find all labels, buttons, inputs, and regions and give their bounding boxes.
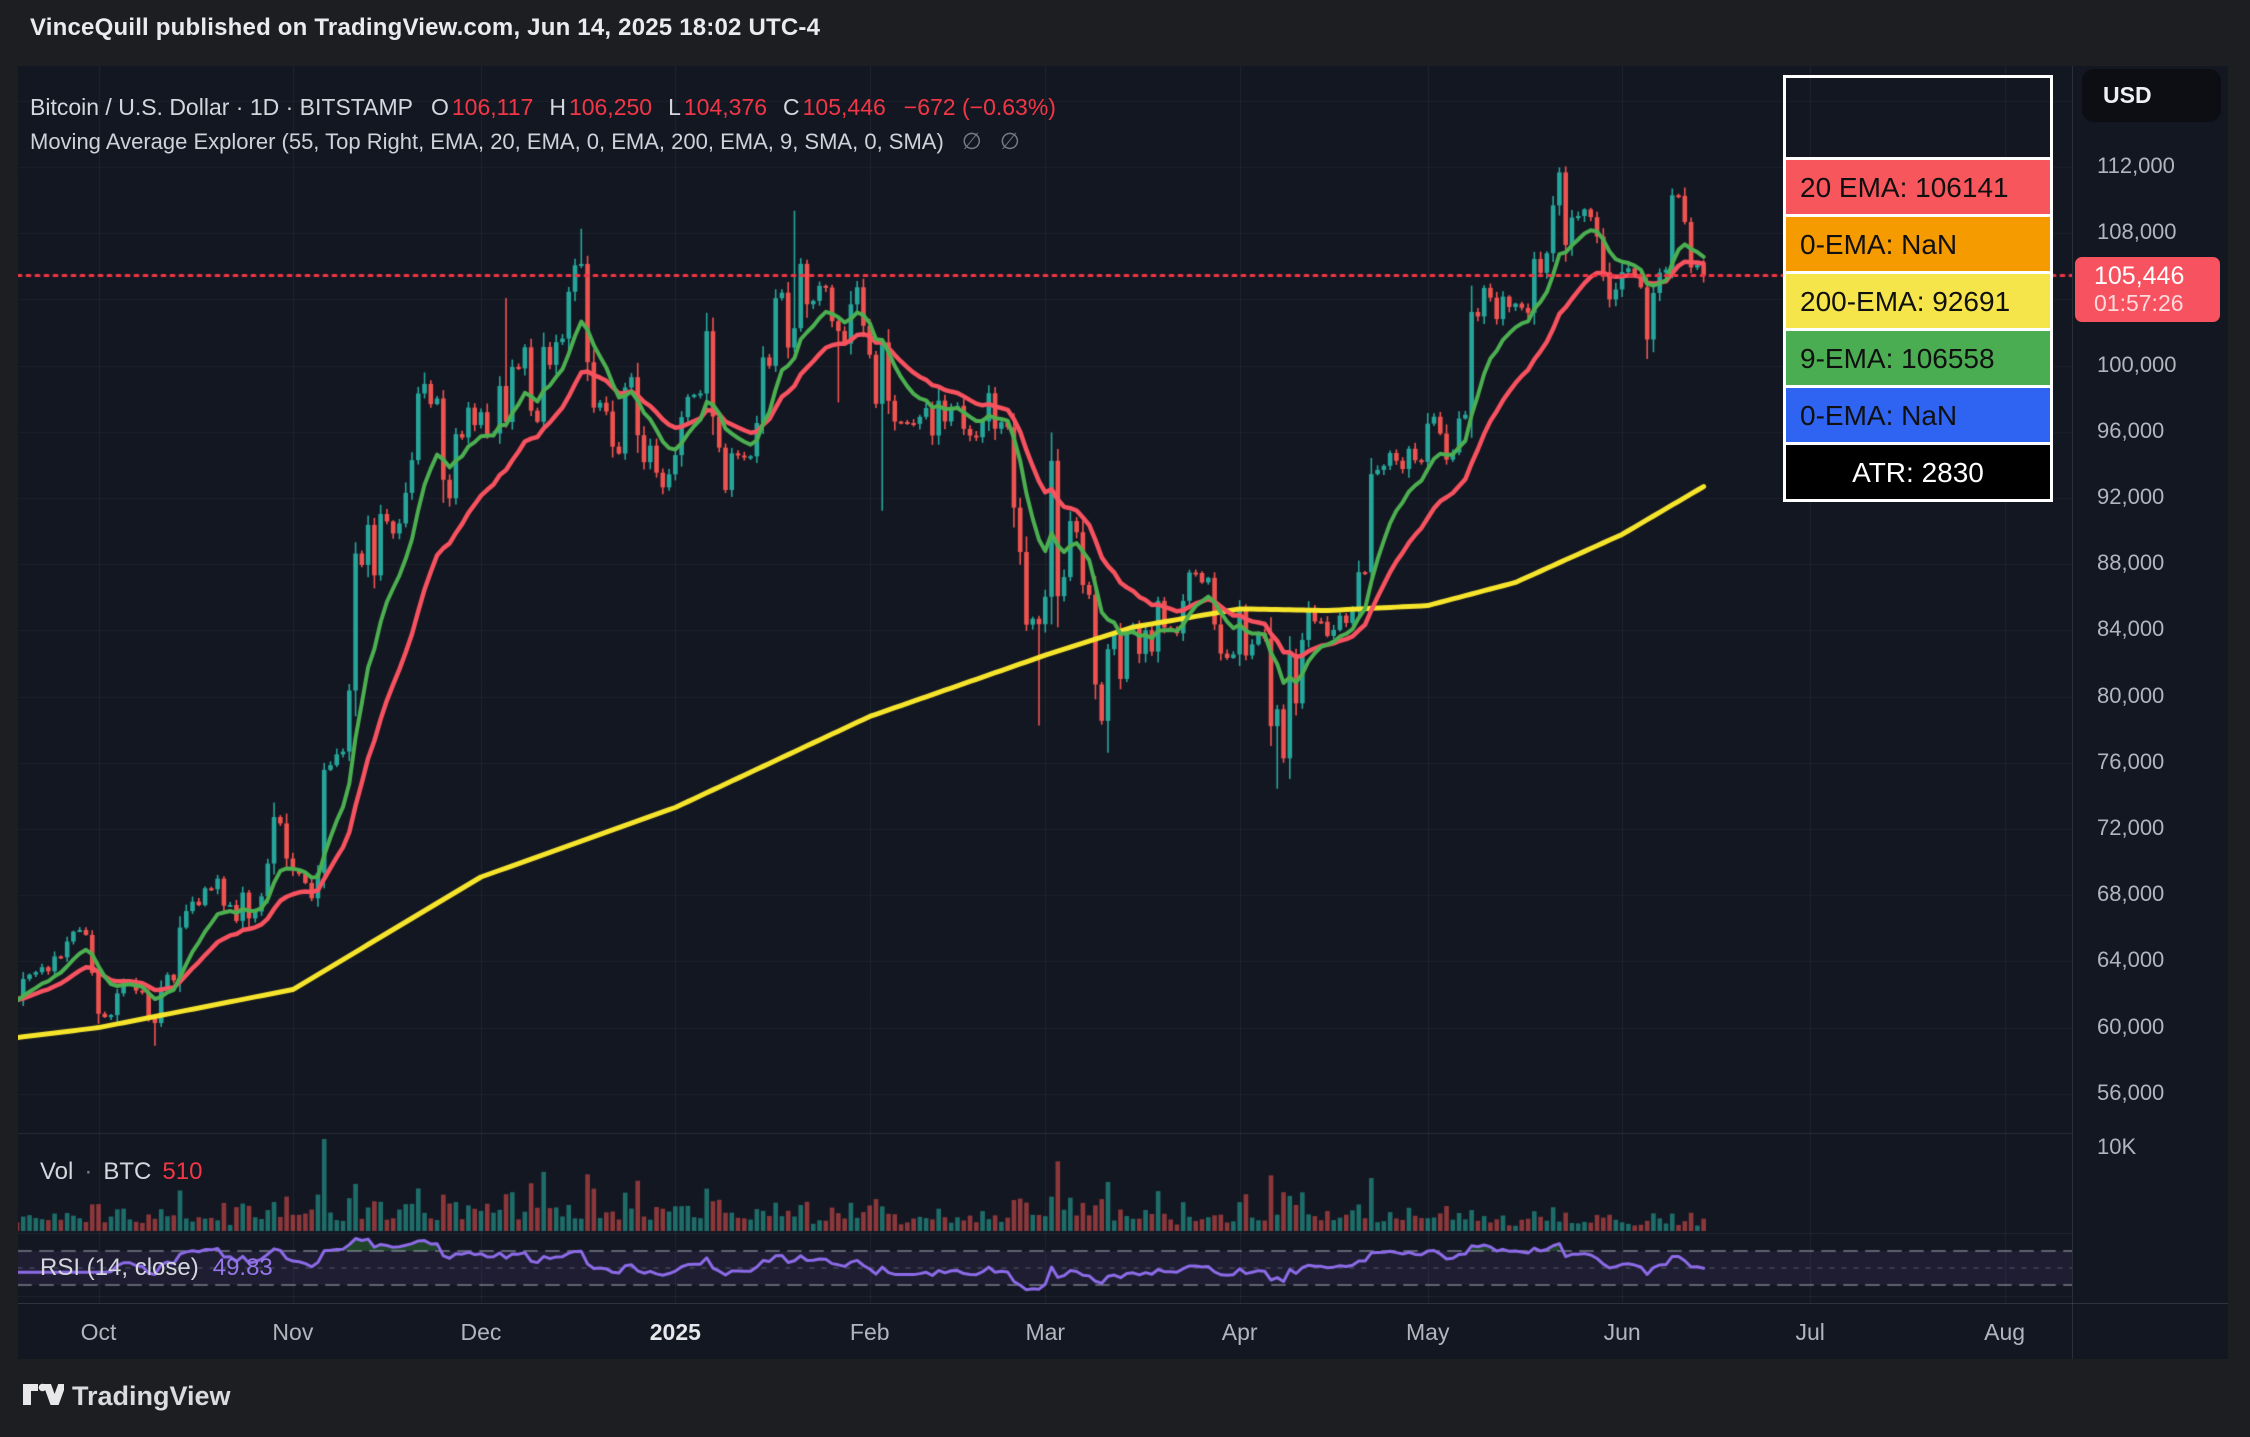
time-axis-label: Feb bbox=[849, 1319, 890, 1345]
dot-separator: · bbox=[84, 1158, 93, 1185]
price-tick: 108,000 bbox=[2097, 219, 2177, 245]
time-axis-label: 2025 bbox=[649, 1319, 701, 1345]
legend-row: 200-EMA: 92691 bbox=[1786, 271, 2050, 328]
time-axis-label: Oct bbox=[80, 1319, 117, 1345]
price-tick: 60,000 bbox=[2097, 1013, 2165, 1039]
time-axis-label: Nov bbox=[272, 1319, 314, 1345]
bar-countdown: 01:57:26 bbox=[2094, 290, 2184, 316]
change-value: −672 (−0.63%) bbox=[903, 94, 1056, 120]
price-tick: 100,000 bbox=[2097, 351, 2177, 377]
legend-empty-row bbox=[1786, 78, 2050, 157]
time-axis-label: Mar bbox=[1025, 1319, 1066, 1345]
legend-row: 20 EMA: 106141 bbox=[1786, 157, 2050, 214]
price-axis[interactable]: USD 105,446 01:57:26 112,000 108,000 100,0… bbox=[2072, 66, 2228, 1359]
time-axis-label: Aug bbox=[1984, 1319, 2026, 1345]
rsi-value: 49.83 bbox=[212, 1254, 273, 1281]
price-chart-canvas[interactable] bbox=[18, 66, 2072, 1303]
time-axis-label: Jun bbox=[1603, 1319, 1641, 1345]
price-tick: 92,000 bbox=[2097, 484, 2165, 509]
legend-row: 0-EMA: NaN bbox=[1786, 214, 2050, 271]
currency-toggle-button[interactable]: USD bbox=[2082, 69, 2221, 122]
symbol-title: Bitcoin / U.S. Dollar · 1D · BITSTAMP bbox=[30, 94, 413, 120]
ohlc-pair: H 106,250 bbox=[549, 94, 653, 120]
indicator-title: Moving Average Explorer (55, Top Right, … bbox=[30, 128, 944, 154]
header-bar: VinceQuill published on TradingView.com,… bbox=[0, 0, 2250, 66]
indicator-title-row: Moving Average Explorer (55, Top Right, … bbox=[30, 128, 1020, 155]
tradingview-logo-icon[interactable] bbox=[22, 1383, 64, 1409]
time-axis-label: May bbox=[1406, 1319, 1450, 1345]
volume-axis-tick: 10K bbox=[2097, 1134, 2137, 1159]
legend-row: 9-EMA: 106558 bbox=[1786, 328, 2050, 385]
price-tick: 112,000 bbox=[2097, 153, 2175, 178]
price-tick: 76,000 bbox=[2097, 748, 2165, 774]
rsi-pane-label: RSI (14, close) 49.83 bbox=[40, 1254, 273, 1282]
price-tick: 68,000 bbox=[2097, 881, 2165, 907]
last-price: 105,446 bbox=[2094, 262, 2185, 290]
time-axis[interactable]: Oct Nov Dec 2025 Feb Mar Apr May Jun Jul Aug bbox=[18, 1303, 2228, 1359]
volume-pane-label: Vol · BTC 510 bbox=[40, 1158, 202, 1186]
hidden-indicator-icon[interactable]: ∅ bbox=[961, 128, 982, 154]
price-tick: 64,000 bbox=[2097, 947, 2165, 973]
ohlc-pair: L 104,376 bbox=[668, 94, 768, 120]
price-tick: 80,000 bbox=[2097, 682, 2165, 708]
volume-title: Vol bbox=[40, 1158, 74, 1185]
hidden-indicator-icon[interactable]: ∅ bbox=[999, 128, 1020, 154]
ma-explorer-legend: 20 EMA: 106141 0-EMA: NaN 200-EMA: 92691 9-… bbox=[1783, 75, 2053, 502]
time-axis-label: Jul bbox=[1795, 1319, 1825, 1345]
footer-bar: TradingView bbox=[0, 1359, 2250, 1437]
price-tick: 72,000 bbox=[2097, 815, 2165, 840]
price-tick: 96,000 bbox=[2097, 417, 2165, 443]
price-tick: 56,000 bbox=[2097, 1079, 2165, 1105]
legend-row: ATR: 2830 bbox=[1786, 442, 2050, 499]
ohlc-pair: O 106,117 bbox=[430, 94, 534, 120]
volume-value: 510 bbox=[162, 1158, 203, 1185]
price-tick: 88,000 bbox=[2097, 550, 2165, 576]
ohlc-pair: C 105,446 bbox=[783, 94, 886, 120]
rsi-title: RSI (14, close) bbox=[40, 1254, 199, 1281]
legend-row: 0-EMA: NaN bbox=[1786, 385, 2050, 442]
ohlc-values: O 106,117 H 106,250 L 104,376 C 105,446 bbox=[431, 94, 886, 121]
time-axis-label: Dec bbox=[460, 1319, 502, 1345]
time-axis-label: Apr bbox=[1221, 1319, 1258, 1345]
volume-unit: BTC bbox=[103, 1158, 152, 1185]
tradingview-brand[interactable]: TradingView bbox=[72, 1381, 231, 1411]
header-text: VinceQuill published on TradingView.com,… bbox=[30, 14, 821, 41]
last-price-badge: 105,446 01:57:26 bbox=[2075, 257, 2220, 322]
price-tick: 84,000 bbox=[2097, 616, 2165, 642]
